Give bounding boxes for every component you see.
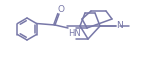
Text: N: N <box>117 21 123 30</box>
Text: HN: HN <box>69 29 81 38</box>
Text: O: O <box>57 5 64 15</box>
